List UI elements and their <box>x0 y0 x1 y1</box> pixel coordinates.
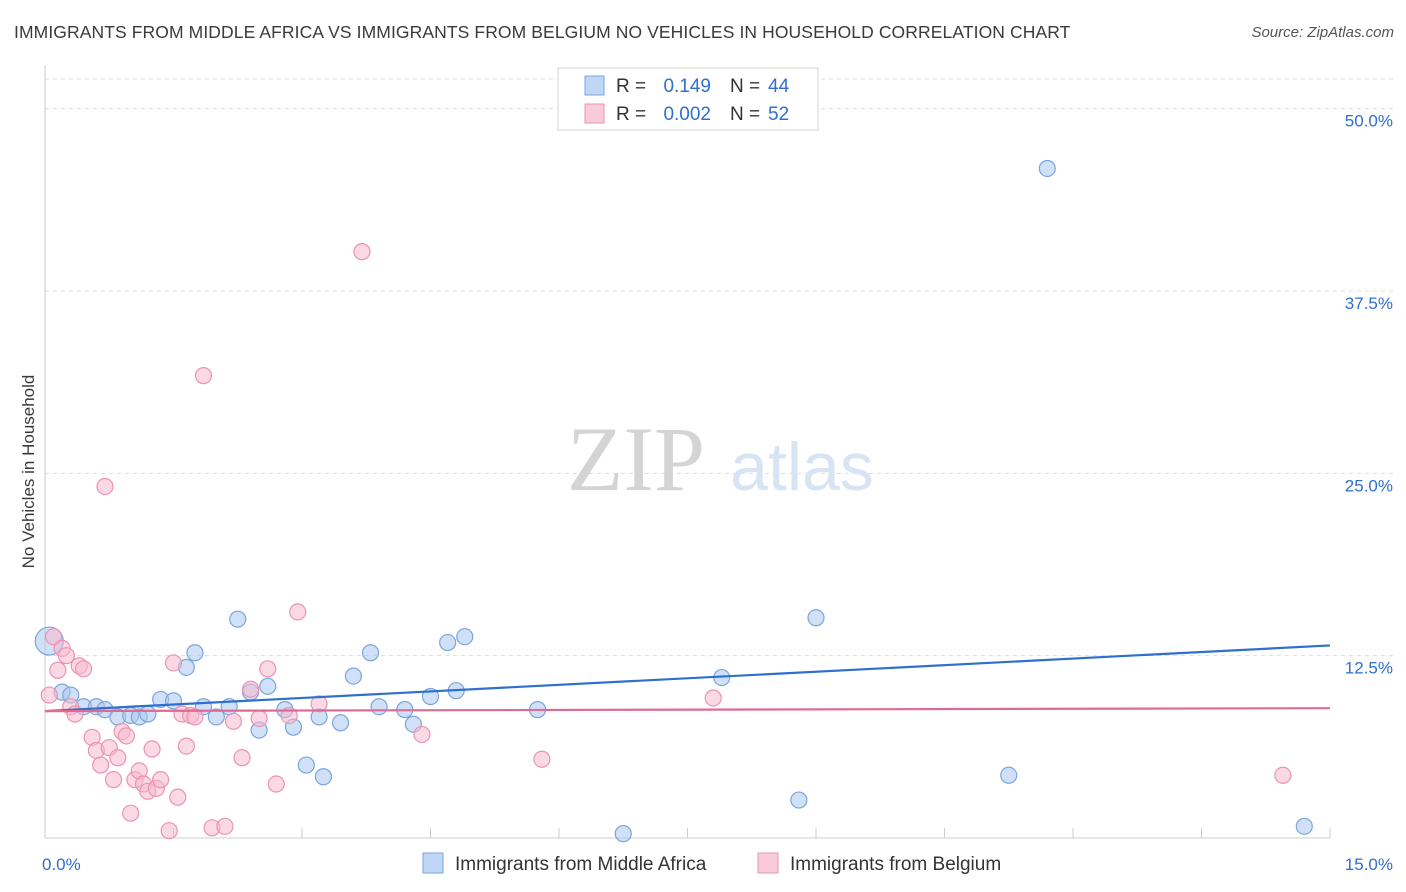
y-axis-label: No Vehicles in Household <box>19 375 38 569</box>
belgium-point <box>143 740 161 758</box>
middle-africa-point <box>344 667 362 685</box>
middle-africa-point <box>96 701 114 719</box>
belgium-point <box>96 477 114 496</box>
middle-africa-point <box>207 708 225 726</box>
middle-africa-point <box>331 714 350 732</box>
belgium-point <box>704 689 722 707</box>
belgium-point <box>413 725 431 744</box>
middle-africa-trend-line <box>44 644 1331 713</box>
legend-n-value: 52 <box>768 104 789 125</box>
belgium-point <box>216 817 234 835</box>
belgium-point <box>160 822 178 840</box>
grid-lines <box>45 78 1394 657</box>
middle-africa-point <box>139 705 157 723</box>
chart-title: IMMIGRANTS FROM MIDDLE AFRICA VS IMMIGRA… <box>14 22 1071 42</box>
belgium-point <box>194 367 213 385</box>
trend-lines <box>44 644 1331 713</box>
belgium-point <box>177 737 195 755</box>
series-legend: Immigrants from Middle Africa Immigrants … <box>422 852 1001 875</box>
data-points <box>34 159 1313 843</box>
belgium-point <box>152 771 170 789</box>
y-tick-label: 37.5% <box>1345 294 1393 313</box>
belgium-point <box>250 709 268 727</box>
middle-africa-point <box>259 677 277 695</box>
legend-r-value: 0.149 <box>663 76 711 97</box>
series-legend-swatch <box>422 852 444 874</box>
belgium-point <box>49 661 67 679</box>
middle-africa-point <box>790 791 808 809</box>
belgium-point <box>74 660 93 678</box>
watermark-zip: ZIP <box>567 408 705 510</box>
belgium-point <box>117 727 135 745</box>
axis-labels: 12.5% 25.0% 37.5% 50.0% 0.0% 15.0% No Vehicles… <box>19 112 1393 874</box>
watermark: ZIP atlas <box>567 408 874 510</box>
middle-africa-point <box>807 609 825 627</box>
legend-n-label: N = <box>730 76 760 97</box>
belgium-point <box>104 771 123 789</box>
middle-africa-point <box>1295 817 1313 835</box>
chart-source: Source: ZipAtlas.com <box>1251 24 1394 41</box>
belgium-point <box>289 603 307 621</box>
series-legend-label: Immigrants from Belgium <box>790 854 1001 875</box>
x-tick-label: 15.0% <box>1345 855 1393 874</box>
axes <box>44 65 1331 839</box>
watermark-atlas: atlas <box>730 429 874 505</box>
belgium-point <box>92 756 110 774</box>
middle-africa-point <box>314 768 333 786</box>
belgium-point <box>533 750 551 768</box>
belgium-trend-line <box>44 707 1331 713</box>
belgium-point <box>109 749 127 767</box>
middle-africa-point <box>614 825 632 843</box>
belgium-point <box>233 749 251 767</box>
legend-n-label: N = <box>730 104 760 125</box>
series-legend-swatch <box>757 852 779 874</box>
legend-r-label: R = <box>616 104 646 125</box>
belgium-point <box>242 680 260 698</box>
middle-africa-point <box>370 698 388 716</box>
legend-n-value: 44 <box>768 76 790 97</box>
belgium-point <box>40 686 58 704</box>
legend-swatch <box>584 75 605 96</box>
legend-r-value: 0.002 <box>663 104 711 125</box>
y-tick-label: 25.0% <box>1345 476 1393 495</box>
middle-africa-point <box>456 628 474 646</box>
belgium-point <box>164 654 183 672</box>
belgium-point <box>169 788 187 806</box>
x-tick-label: 0.0% <box>42 855 81 874</box>
belgium-point <box>44 628 63 646</box>
legend-swatch <box>584 103 605 124</box>
belgium-point <box>186 708 204 726</box>
belgium-point <box>1274 766 1292 784</box>
y-tick-label: 12.5% <box>1345 659 1393 678</box>
middle-africa-point <box>439 633 457 652</box>
belgium-point <box>224 712 243 730</box>
belgium-point <box>353 243 371 261</box>
legend-r-label: R = <box>616 76 646 97</box>
middle-africa-point <box>186 644 204 662</box>
y-tick-label: 50.0% <box>1345 112 1393 131</box>
middle-africa-point <box>229 610 247 628</box>
belgium-point <box>259 660 277 678</box>
belgium-point <box>122 804 140 822</box>
belgium-point <box>310 695 328 713</box>
belgium-point <box>57 647 76 665</box>
middle-africa-point <box>1000 766 1018 784</box>
series-legend-label: Immigrants from Middle Africa <box>455 854 707 875</box>
middle-africa-point <box>297 756 315 774</box>
belgium-point <box>267 775 285 793</box>
legend: R = 0.149 N = 44 R = 0.002 N = 52 <box>557 67 819 131</box>
middle-africa-point <box>1038 159 1056 178</box>
middle-africa-point <box>361 644 380 662</box>
